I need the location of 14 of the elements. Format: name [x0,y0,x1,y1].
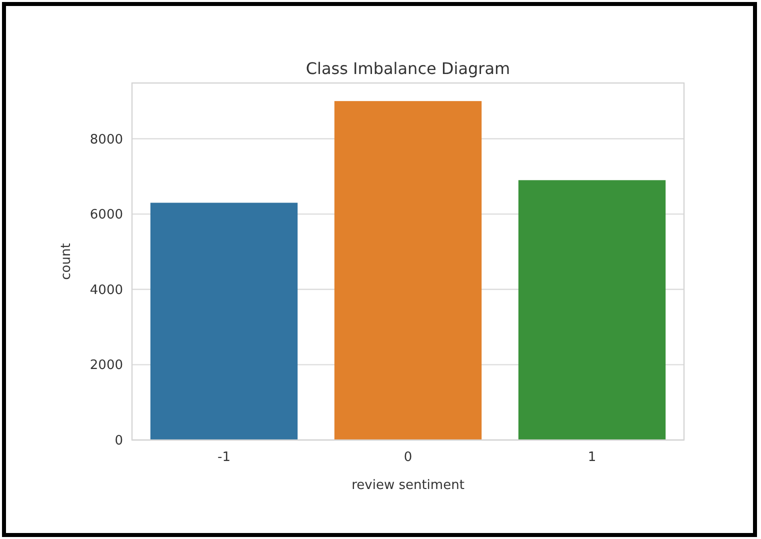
x-tick-label: -1 [218,450,230,465]
y-tick-label: 0 [114,434,123,449]
bar [150,202,298,440]
bar [518,180,666,440]
chart-title: Class Imbalance Diagram [306,59,510,78]
x-tick-label: 0 [404,450,412,465]
y-tick-label: 2000 [90,358,123,374]
bar [334,101,482,440]
y-tick-label: 6000 [90,208,123,223]
y-axis-title: count [59,243,74,280]
y-tick-label: 8000 [90,132,123,148]
x-axis-title: review sentiment [352,478,464,493]
x-tick-label: 1 [588,450,596,465]
y-tick-label: 4000 [90,282,123,298]
